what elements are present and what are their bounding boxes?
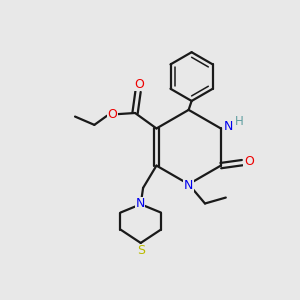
Text: S: S xyxy=(137,244,145,257)
Text: N: N xyxy=(184,179,193,192)
Text: H: H xyxy=(235,116,244,128)
Text: O: O xyxy=(107,108,117,121)
Text: N: N xyxy=(224,121,233,134)
Text: O: O xyxy=(135,78,145,91)
Text: N: N xyxy=(135,197,145,210)
Text: O: O xyxy=(244,154,254,168)
